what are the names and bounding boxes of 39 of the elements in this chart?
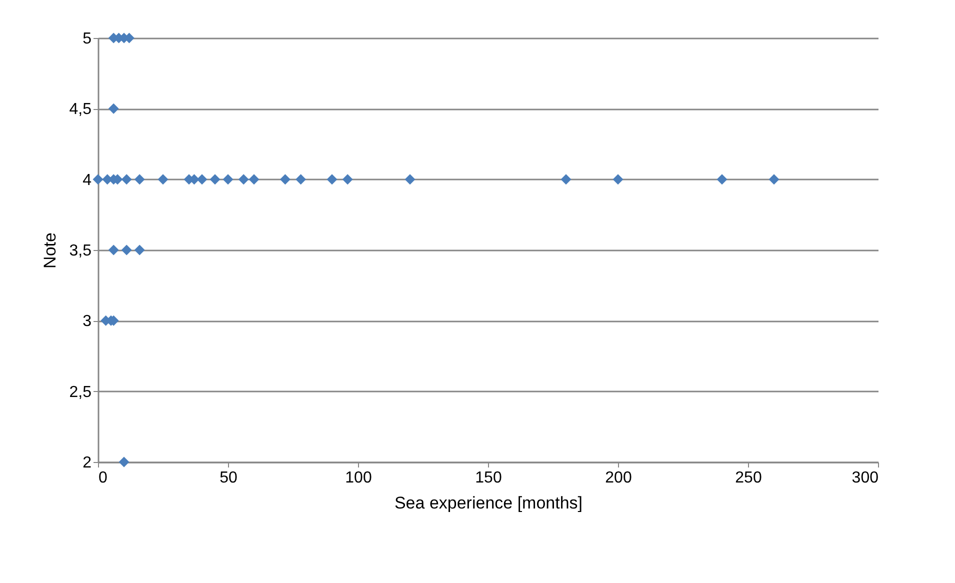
point: [121, 174, 132, 185]
point: [108, 244, 119, 256]
point: [158, 174, 168, 185]
point: [326, 174, 338, 185]
x-tick-label: 150: [475, 470, 502, 486]
y-tick-label: 4,5: [69, 101, 92, 118]
x-tick-label: 0: [98, 470, 108, 486]
point: [222, 174, 234, 185]
x-tick-label: 50: [220, 470, 238, 486]
point: [121, 244, 132, 256]
y-tick-label: 3,5: [69, 242, 92, 260]
point: [238, 174, 249, 185]
x-tick-label: 100: [345, 470, 372, 486]
point: [134, 244, 145, 256]
y-tick-label: 5: [82, 30, 92, 48]
point: [716, 174, 728, 185]
x-tick-label: 300: [852, 470, 879, 486]
point: [196, 174, 208, 185]
x-tick-label: 200: [605, 470, 632, 486]
point: [280, 174, 290, 185]
point: [118, 456, 130, 468]
y-tick-label: 2: [82, 454, 92, 472]
y-tick-label: 3: [82, 313, 92, 330]
point: [248, 174, 260, 185]
point: [296, 174, 306, 185]
x-tick-label: 250: [735, 470, 762, 486]
y-axis-title: Note: [40, 232, 60, 268]
point: [404, 174, 416, 185]
point: [134, 174, 145, 185]
point: [210, 174, 220, 185]
x-axis-title: Sea experience [months]: [394, 494, 583, 512]
point: [342, 174, 353, 185]
point: [768, 174, 780, 185]
point: [560, 174, 572, 185]
y-tick-label: 2,5: [69, 384, 92, 401]
point: [612, 174, 624, 185]
y-tick-label: 4: [82, 172, 92, 189]
point: [108, 103, 119, 114]
point: [92, 174, 104, 185]
